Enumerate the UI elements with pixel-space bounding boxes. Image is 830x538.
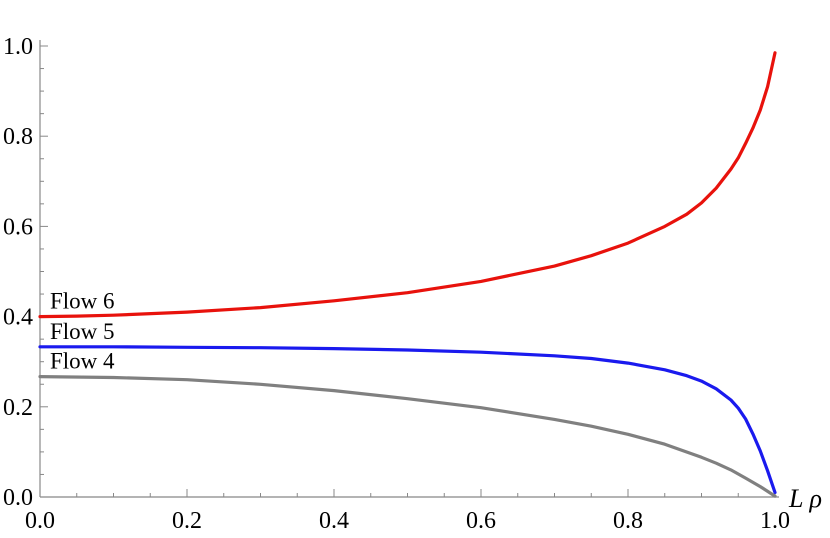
y-tick-label: 0.2	[3, 395, 33, 421]
flow-4-label: Flow 4	[50, 349, 115, 374]
y-tick-label: 0.6	[3, 214, 33, 240]
flow-6-label: Flow 6	[50, 289, 115, 314]
y-tick-label: 0.4	[3, 305, 33, 331]
x-tick-label: 0.0	[25, 508, 55, 534]
series-group	[38, 51, 777, 498]
flow-5-line	[38, 345, 777, 495]
y-tick-label: 1.0	[3, 34, 33, 60]
axes	[39, 40, 779, 498]
flow-6-line	[38, 51, 777, 319]
x-tick-label: 0.8	[613, 508, 643, 534]
x-axis-label: L ρ	[788, 484, 822, 513]
y-tick-label: 0.8	[3, 124, 33, 150]
x-tick-label: 0.2	[172, 508, 202, 534]
flow-4-line	[38, 375, 777, 498]
y-tick-label: 0.0	[3, 485, 33, 511]
x-tick-label: 0.4	[319, 508, 349, 534]
x-tick-label: 0.6	[466, 508, 496, 534]
labels: 0.0 0.2 0.4 0.6 0.8 1.00.00.20.40.60.81.0L ρF…	[3, 34, 822, 534]
x-tick-label: 1.0	[760, 508, 790, 534]
flow-5-label: Flow 5	[50, 319, 115, 344]
